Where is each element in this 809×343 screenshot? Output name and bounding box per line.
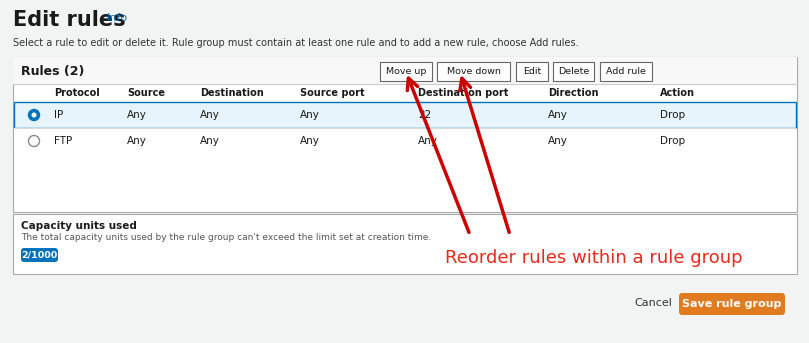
Text: Any: Any [300,110,320,120]
Text: Rules (2): Rules (2) [21,65,84,78]
Text: Source: Source [127,88,165,98]
Text: Any: Any [127,136,147,146]
Bar [600,62,652,81]
Text: Delete: Delete [558,67,589,76]
Bar [437,62,510,81]
Text: Add rule: Add rule [606,67,646,76]
Text: Destination port: Destination port [418,88,508,98]
Text: Select a rule to edit or delete it. Rule group must contain at least one rule an: Select a rule to edit or delete it. Rule… [13,38,578,48]
Text: Source port: Source port [300,88,365,98]
Text: Move up: Move up [386,67,426,76]
Text: Protocol: Protocol [54,88,100,98]
Text: Action: Action [660,88,695,98]
Bar [13,57,797,212]
Text: Any: Any [418,136,438,146]
Text: Reorder rules within a rule group: Reorder rules within a rule group [445,249,743,267]
Text: Any: Any [548,110,568,120]
Text: Any: Any [200,136,220,146]
Circle shape [28,109,40,120]
FancyBboxPatch shape [679,293,785,315]
Bar [380,62,432,81]
Bar [516,62,548,81]
Text: Any: Any [548,136,568,146]
Text: IP: IP [54,110,63,120]
Text: 2/1000: 2/1000 [21,250,57,260]
Text: Any: Any [127,110,147,120]
Text: Any: Any [200,110,220,120]
Bar [553,62,594,81]
Text: Destination: Destination [200,88,264,98]
Text: FTP: FTP [54,136,72,146]
Bar [13,214,797,274]
Text: Cancel: Cancel [634,298,672,308]
Text: Any: Any [300,136,320,146]
Circle shape [32,113,36,118]
Text: Drop: Drop [660,110,685,120]
Bar [14,128,796,154]
Text: Info: Info [107,13,128,23]
Text: 22: 22 [418,110,431,120]
Text: Edit: Edit [523,67,541,76]
Circle shape [28,135,40,146]
Text: Capacity units used: Capacity units used [21,221,137,231]
Text: Move down: Move down [447,67,501,76]
Bar [14,102,796,128]
Text: Save rule group: Save rule group [682,299,781,309]
Text: Drop: Drop [660,136,685,146]
Text: Direction: Direction [548,88,599,98]
Text: Edit rules: Edit rules [13,10,125,30]
Bar [13,57,797,84]
Text: The total capacity units used by the rule group can't exceed the limit set at cr: The total capacity units used by the rul… [21,233,431,242]
FancyBboxPatch shape [21,248,58,262]
